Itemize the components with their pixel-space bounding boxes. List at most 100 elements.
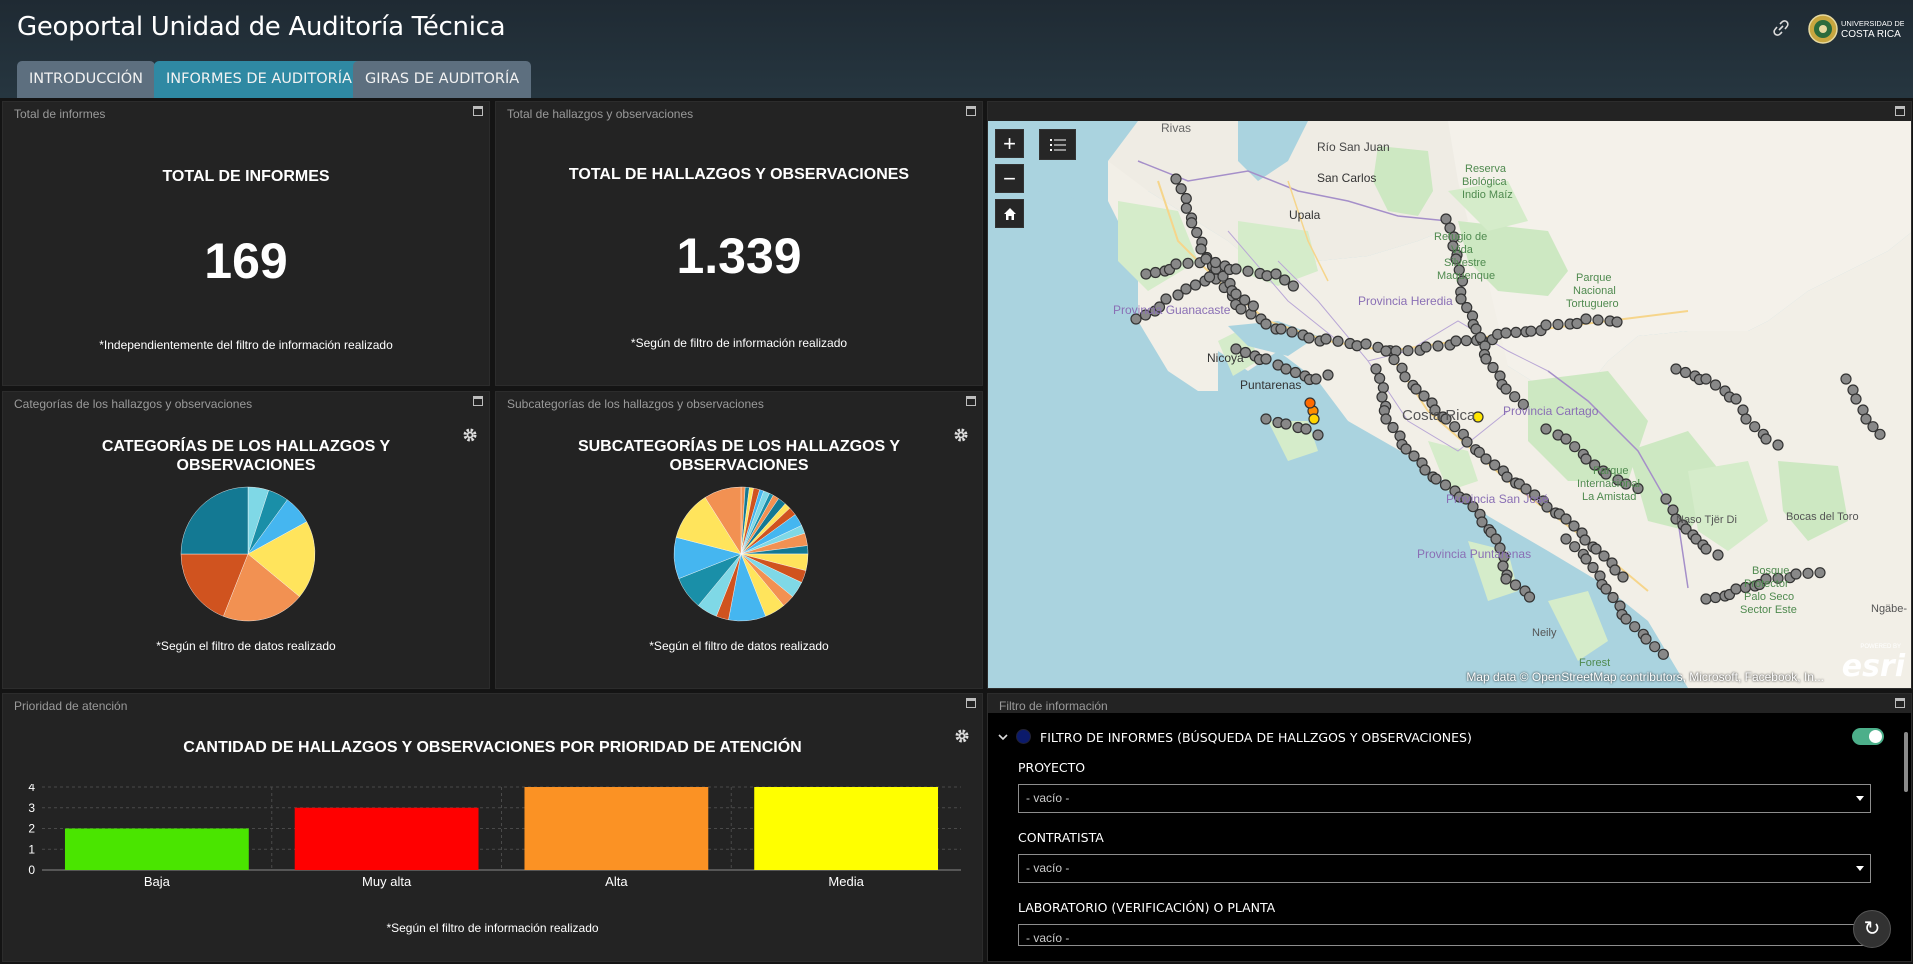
map-point[interactable] [1611, 316, 1623, 328]
map-point[interactable] [1170, 173, 1182, 185]
map-point[interactable] [1440, 213, 1452, 225]
map-point[interactable] [1180, 192, 1192, 205]
map-point[interactable] [1709, 591, 1722, 604]
map-point[interactable] [1461, 436, 1473, 448]
map-point[interactable] [1772, 572, 1784, 584]
map-point[interactable] [1670, 363, 1682, 375]
scrollbar[interactable] [1904, 732, 1908, 792]
map-point[interactable] [1500, 573, 1512, 585]
maximize-icon[interactable] [473, 106, 483, 116]
categorias-pie-slice[interactable] [247, 521, 316, 597]
map-view[interactable]: Rivas Río San Juan San Carlos Reserva Bi… [988, 121, 1911, 688]
map-point[interactable] [1170, 258, 1182, 270]
map-point[interactable] [1439, 479, 1452, 491]
map-point[interactable] [1450, 335, 1462, 347]
map-point[interactable] [1541, 501, 1553, 513]
map-point[interactable] [1430, 473, 1442, 485]
map-point[interactable] [1287, 280, 1299, 292]
map-point[interactable] [1449, 421, 1461, 433]
map-point[interactable] [1418, 390, 1430, 402]
map-point[interactable] [1140, 268, 1152, 280]
map-point[interactable] [1200, 253, 1212, 265]
map-point[interactable] [1400, 443, 1412, 455]
map-point[interactable] [1456, 275, 1469, 287]
map-point[interactable] [1520, 483, 1532, 495]
chevron-down-icon[interactable] [997, 731, 1009, 743]
map-point[interactable] [1874, 428, 1886, 440]
map-point[interactable] [1476, 516, 1488, 528]
map-point[interactable] [1374, 372, 1386, 384]
map-point[interactable] [1380, 413, 1392, 425]
categorias-pie-slice[interactable] [223, 553, 300, 622]
map-point[interactable] [1620, 613, 1632, 625]
map-point[interactable] [1620, 478, 1632, 490]
map-point[interactable] [1473, 446, 1485, 458]
map-point[interactable] [1153, 301, 1166, 313]
map-point[interactable] [1680, 523, 1692, 535]
map-point[interactable] [1377, 382, 1389, 394]
map-point[interactable] [1730, 393, 1742, 405]
map-point[interactable] [1130, 313, 1142, 325]
map-point[interactable] [1239, 294, 1251, 306]
map-point[interactable] [1260, 413, 1272, 425]
map-point[interactable] [1571, 317, 1583, 330]
zoom-in-button[interactable]: + [995, 129, 1024, 158]
map-point[interactable] [1280, 363, 1292, 375]
zoom-out-button[interactable]: − [995, 164, 1024, 193]
map-point[interactable] [1247, 300, 1259, 312]
map-point[interactable] [1260, 353, 1272, 365]
map-point[interactable] [1444, 222, 1456, 234]
map-point[interactable] [1517, 398, 1529, 410]
map-point[interactable] [1180, 202, 1192, 214]
map-point[interactable] [1447, 240, 1459, 252]
map-point[interactable] [1579, 534, 1591, 546]
map-point[interactable] [1310, 373, 1322, 385]
map-point[interactable] [1487, 361, 1499, 374]
map-point[interactable] [1461, 301, 1473, 314]
map-point[interactable] [1790, 568, 1802, 580]
map-point[interactable] [1600, 468, 1612, 480]
map-point[interactable] [1552, 318, 1564, 331]
map-point[interactable] [1139, 309, 1152, 321]
map-point[interactable] [1609, 564, 1621, 576]
map-point[interactable] [1509, 579, 1522, 591]
map-point[interactable] [1600, 583, 1612, 595]
map-point[interactable] [1501, 471, 1513, 483]
map-point[interactable] [1270, 268, 1282, 280]
map-point[interactable] [1217, 270, 1229, 282]
map-point[interactable] [1160, 293, 1172, 305]
map-point[interactable] [1474, 331, 1487, 344]
categorias-pie-slice[interactable] [180, 553, 249, 617]
subcategorias-pie-slice[interactable] [704, 486, 742, 555]
map-point[interactable] [1629, 621, 1641, 633]
map-point-highlight[interactable] [1304, 397, 1316, 409]
map-point[interactable] [1467, 501, 1479, 513]
map-point[interactable] [1480, 453, 1492, 465]
map-point[interactable] [1399, 371, 1411, 383]
map-point[interactable] [1657, 648, 1669, 660]
maximize-icon[interactable] [1895, 106, 1905, 116]
map-point[interactable] [1540, 319, 1552, 331]
tab-informes-de-auditoria[interactable]: INFORMES DE AUDITORÍA [154, 61, 364, 98]
maximize-icon[interactable] [473, 396, 483, 406]
maximize-icon[interactable] [966, 698, 976, 708]
maximize-icon[interactable] [1895, 698, 1905, 708]
map-point[interactable] [1429, 404, 1441, 416]
map-point[interactable] [1242, 265, 1254, 277]
map-point[interactable] [1195, 243, 1207, 255]
map-point[interactable] [1670, 513, 1682, 525]
map-point[interactable] [1569, 541, 1581, 553]
map-point[interactable] [1450, 253, 1462, 265]
map-point[interactable] [1230, 288, 1242, 300]
map-point[interactable] [1730, 583, 1742, 595]
map-point[interactable] [1760, 433, 1772, 445]
map-point[interactable] [1322, 369, 1334, 381]
map-point[interactable] [1590, 543, 1602, 555]
map-point[interactable] [1460, 335, 1472, 347]
map-point[interactable] [1312, 429, 1324, 441]
map-point[interactable] [1592, 314, 1604, 326]
map-point[interactable] [1802, 567, 1814, 579]
map-point[interactable] [1440, 413, 1452, 425]
map-point[interactable] [1700, 593, 1712, 605]
map-point[interactable] [1712, 549, 1724, 561]
